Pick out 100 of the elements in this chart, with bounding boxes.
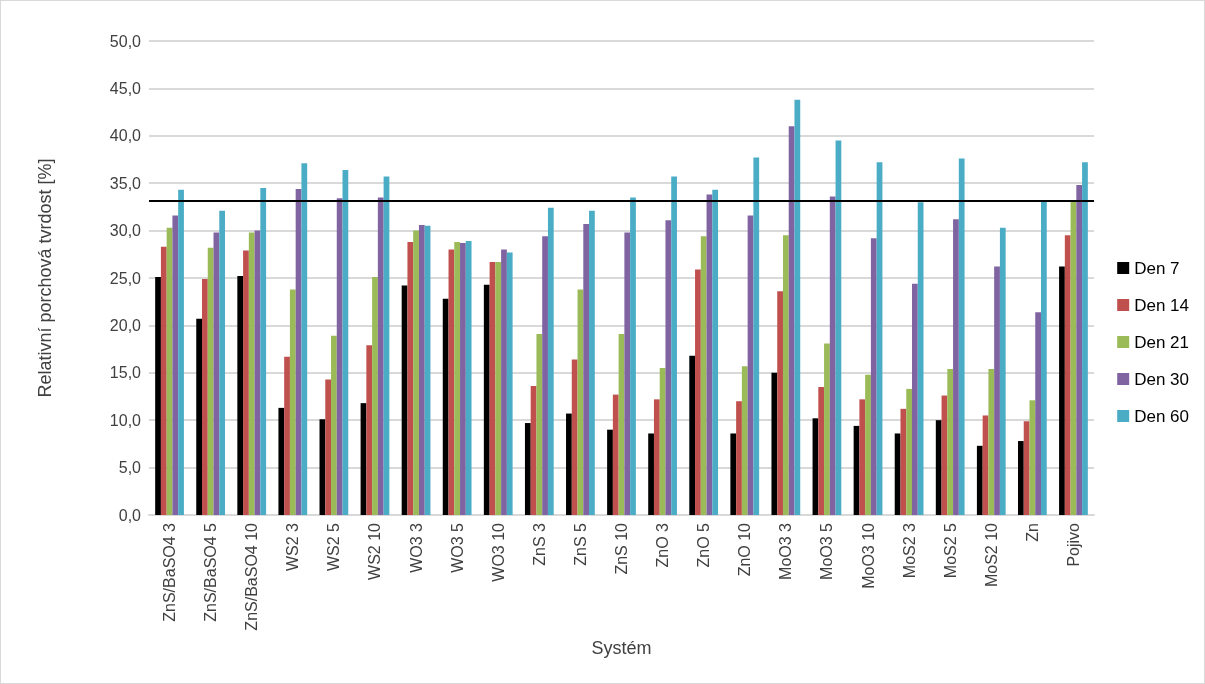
bar <box>260 187 267 515</box>
bar <box>325 379 332 515</box>
y-tick-label: 0,0 <box>118 506 142 524</box>
bar <box>665 220 672 515</box>
bar <box>994 266 1000 515</box>
bar <box>372 277 378 515</box>
bar <box>524 423 531 515</box>
bar <box>483 284 490 515</box>
bar <box>1041 201 1047 515</box>
bar <box>794 99 801 515</box>
bar <box>741 366 748 515</box>
x-tick-label: ZnO 5 <box>695 522 713 568</box>
y-tick-label: 15,0 <box>109 364 142 382</box>
x-tick-label: Pojivo <box>1064 522 1082 567</box>
bar <box>906 388 912 515</box>
bar <box>671 176 677 515</box>
bar <box>958 158 965 515</box>
bar <box>900 408 907 515</box>
x-tick-label: ZnS/BaSO4 3 <box>161 522 179 622</box>
bar <box>178 189 184 515</box>
bar <box>196 318 202 515</box>
bar <box>377 197 384 515</box>
y-tick-label: 40,0 <box>109 127 142 145</box>
bar <box>818 387 825 515</box>
bar <box>689 355 696 515</box>
bar <box>1029 400 1036 515</box>
bar <box>366 345 373 515</box>
bar <box>566 413 572 515</box>
x-tick-label: MoS2 5 <box>941 522 959 579</box>
bar <box>571 359 578 515</box>
bar <box>547 207 554 515</box>
bar <box>624 232 631 515</box>
bar <box>289 289 296 515</box>
bar <box>501 249 507 515</box>
bar <box>865 374 871 515</box>
bar <box>607 429 613 515</box>
bar <box>495 261 502 515</box>
bar <box>278 407 285 515</box>
bar <box>155 277 161 515</box>
bar <box>248 232 255 515</box>
x-tick-label: MoO3 5 <box>818 522 836 580</box>
bar <box>1017 441 1024 515</box>
bar <box>870 238 877 515</box>
bar <box>988 369 995 515</box>
bar <box>976 445 983 515</box>
bar <box>911 283 918 515</box>
bar <box>207 247 214 515</box>
x-tick-label: ZnO 10 <box>736 522 754 577</box>
bar <box>1082 162 1088 515</box>
bar <box>465 241 472 515</box>
x-axis-title: Systém <box>591 637 652 658</box>
bar <box>1064 235 1071 515</box>
y-tick-label: 10,0 <box>109 411 142 429</box>
bar <box>771 372 778 515</box>
bar <box>243 250 249 515</box>
bar <box>824 343 830 515</box>
x-tick-label: MoS2 3 <box>900 522 918 579</box>
bar <box>336 198 343 515</box>
bar <box>237 276 244 515</box>
bar <box>172 215 179 515</box>
x-tick-label: WS2 5 <box>325 522 343 572</box>
bar <box>753 157 760 515</box>
y-tick-label: 30,0 <box>109 222 142 240</box>
legend-label: Den 21 <box>1134 332 1190 352</box>
y-tick-label: 20,0 <box>109 316 142 334</box>
bar <box>536 333 543 515</box>
bar <box>202 278 208 515</box>
x-tick-label: ZnS 10 <box>613 522 630 575</box>
bar <box>583 223 590 515</box>
bar <box>730 433 737 515</box>
x-tick-label: WO3 3 <box>407 522 425 573</box>
bar <box>695 269 701 515</box>
bar <box>935 420 942 515</box>
bar <box>999 227 1006 515</box>
bar <box>1076 185 1083 515</box>
y-axis-title: Relativní porchová tvrdost [%] <box>35 158 55 398</box>
y-tick-label: 5,0 <box>118 459 142 477</box>
bar <box>284 356 290 515</box>
bar <box>947 369 954 515</box>
bar <box>612 394 619 515</box>
x-tick-label: MoO3 10 <box>859 522 877 589</box>
bar <box>407 241 414 515</box>
bar <box>653 399 660 515</box>
x-tick-label: ZnS 5 <box>571 522 589 566</box>
bar <box>331 335 337 515</box>
bar <box>219 210 226 515</box>
x-tick-label: WS2 3 <box>284 522 302 572</box>
x-tick-label: WS2 10 <box>366 522 384 580</box>
bar <box>454 241 461 515</box>
bar <box>542 236 548 515</box>
bar <box>1059 266 1065 515</box>
legend-label: Den 7 <box>1134 258 1180 278</box>
x-tick-label: WO3 10 <box>489 522 507 582</box>
bar <box>589 210 595 515</box>
bar <box>859 399 866 515</box>
y-tick-label: 45,0 <box>109 79 142 97</box>
y-tick-label: 35,0 <box>109 174 142 192</box>
bar <box>630 197 636 515</box>
x-tick-label: WO3 5 <box>448 522 466 573</box>
bar <box>953 219 959 515</box>
